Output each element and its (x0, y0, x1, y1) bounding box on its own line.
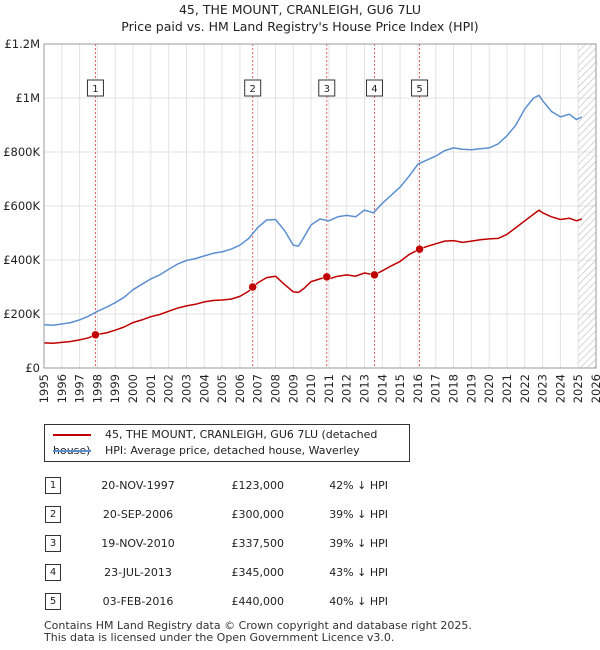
x-tick-label: 2008 (268, 374, 282, 403)
x-tick-label: 2004 (197, 374, 211, 403)
sale-point (91, 330, 100, 340)
x-tick-label: 2010 (304, 374, 318, 403)
sale-price: £337,500 (231, 537, 285, 550)
x-tick-label: 2005 (215, 374, 229, 403)
y-tick-label: £200K (3, 307, 40, 321)
x-tick-label: 2025 (571, 374, 585, 403)
x-tick-label: 2024 (553, 374, 567, 403)
sale-date: 20-NOV-1997 (101, 479, 175, 492)
sale-number-badge: 3 (45, 535, 61, 552)
x-tick-label: 2012 (340, 374, 354, 403)
x-tick-label: 2013 (358, 374, 372, 403)
y-tick-label: £1.2M (4, 37, 40, 51)
sale-marker-box (244, 79, 262, 97)
x-tick-label: 2020 (482, 374, 496, 403)
x-tick-label: 2019 (464, 374, 478, 403)
x-tick-label: 2006 (233, 374, 247, 403)
sale-number-badge: 2 (45, 506, 61, 523)
y-tick-label: £0 (25, 361, 40, 375)
sale-price: £300,000 (231, 508, 285, 521)
sale-date: 19-NOV-2010 (101, 537, 175, 550)
sale-point (248, 282, 257, 292)
x-tick-label: 1997 (73, 374, 87, 403)
sale-hpi-diff: 39% ↓ HPI (329, 537, 388, 550)
table-row: 1 20-NOV-1997 £123,000 42% ↓ HPI (44, 471, 388, 500)
x-tick-label: 2011 (322, 374, 336, 403)
sale-point (370, 270, 379, 280)
footer-line-licence: This data is licensed under the Open Gov… (44, 631, 395, 644)
legend-item-hpi: HPI: Average price, detached house, Wave… (53, 443, 360, 459)
chart-title: 45, THE MOUNT, CRANLEIGH, GU6 7LU (178, 2, 422, 17)
x-tick-label: 2009 (286, 374, 300, 403)
x-tick-label: 1998 (90, 374, 104, 403)
series-line-property (43, 209, 583, 344)
y-tick-label: £600K (3, 199, 40, 213)
legend-swatch-hpi (53, 450, 91, 452)
sale-marker-box (365, 79, 383, 97)
legend-swatch-property (53, 434, 91, 436)
sale-hpi-diff: 42% ↓ HPI (329, 479, 388, 492)
x-tick-label: 2007 (251, 374, 265, 403)
table-row: 3 19-NOV-2010 £337,500 39% ↓ HPI (44, 529, 388, 558)
sale-marker-box (86, 79, 104, 97)
x-tick-label: 2023 (536, 374, 550, 403)
x-tick-label: 2002 (162, 374, 176, 403)
x-tick-label: 2014 (375, 374, 389, 403)
sale-date: 03-FEB-2016 (102, 595, 174, 608)
x-tick-label: 2018 (447, 374, 461, 403)
y-tick-label: £1M (15, 91, 40, 105)
table-row: 2 20-SEP-2006 £300,000 39% ↓ HPI (44, 500, 388, 529)
x-tick-label: 1999 (108, 374, 122, 403)
sale-date: 23-JUL-2013 (104, 566, 172, 579)
sale-point (322, 272, 332, 282)
series-line-hpi (43, 94, 583, 327)
sale-marker-label: 2 (250, 84, 256, 95)
sale-number-badge: 5 (45, 593, 61, 610)
x-tick-label: 1995 (37, 374, 51, 403)
sales-table: 1 20-NOV-1997 £123,000 42% ↓ HPI 2 20-SE… (44, 471, 388, 616)
sale-date: 20-SEP-2006 (102, 508, 174, 521)
legend-item-property: 45, THE MOUNT, CRANLEIGH, GU6 7LU (detac… (53, 427, 409, 457)
x-tick-label: 2017 (429, 374, 443, 403)
sale-point (415, 244, 424, 254)
sale-price: £123,000 (231, 479, 285, 492)
chart-legend: 45, THE MOUNT, CRANLEIGH, GU6 7LU (detac… (44, 424, 410, 462)
x-tick-label: 2000 (126, 374, 140, 403)
y-tick-label: £400K (3, 253, 40, 267)
sale-marker-label: 3 (324, 84, 330, 95)
sale-marker-box (318, 79, 336, 97)
x-tick-label: 2022 (518, 374, 532, 403)
sale-price: £440,000 (231, 595, 285, 608)
plot-border (43, 43, 597, 369)
y-tick-label: £800K (3, 145, 40, 159)
legend-label-hpi: HPI: Average price, detached house, Wave… (105, 444, 360, 457)
sale-marker-label: 5 (416, 84, 422, 95)
footer-line-copyright: Contains HM Land Registry data © Crown c… (44, 619, 472, 632)
x-tick-label: 1996 (55, 374, 69, 403)
x-tick-label: 2001 (144, 374, 158, 403)
sale-number-badge: 4 (45, 564, 61, 581)
sale-number-badge: 1 (45, 477, 61, 494)
price-chart: £0 £200K £400K £600K £800K £1M £1.2M 1995 1996 19… (3, 37, 600, 403)
forecast-hatch-region (578, 44, 596, 368)
attribution-footer: Contains HM Land Registry data © Crown c… (44, 620, 472, 644)
x-tick-label: 2015 (393, 374, 407, 403)
sale-hpi-diff: 39% ↓ HPI (329, 508, 388, 521)
sale-marker-box (411, 79, 429, 97)
legend-label-property: 45, THE MOUNT, CRANLEIGH, GU6 7LU (detac… (53, 428, 378, 457)
sale-marker-label: 4 (371, 84, 377, 95)
x-tick-label: 2026 (589, 374, 600, 403)
x-tick-label: 2003 (179, 374, 193, 403)
sale-marker-label: 1 (92, 84, 98, 95)
table-row: 4 23-JUL-2013 £345,000 43% ↓ HPI (44, 558, 388, 587)
chart-subtitle: Price paid vs. HM Land Registry's House … (121, 19, 479, 34)
table-row: 5 03-FEB-2016 £440,000 40% ↓ HPI (44, 587, 388, 616)
x-tick-label: 2016 (411, 374, 425, 403)
sale-hpi-diff: 43% ↓ HPI (329, 566, 388, 579)
sale-price: £345,000 (231, 566, 285, 579)
x-tick-label: 2021 (500, 374, 514, 403)
sale-hpi-diff: 40% ↓ HPI (329, 595, 388, 608)
